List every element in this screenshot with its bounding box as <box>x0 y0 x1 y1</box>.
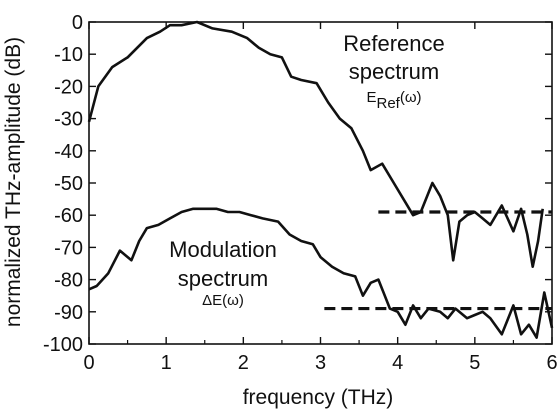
y-tick-label: -40 <box>54 141 83 163</box>
annotation-reference-omega: (ω) <box>400 89 422 106</box>
y-tick-label: -60 <box>54 205 83 227</box>
axis-layer: 0 1 2 3 4 5 6 0 -10 -20 -30 -40 -50 -60 -70 -80 -90 -100 <box>43 12 558 374</box>
annotation-modulation-line2: spectrum <box>178 266 268 291</box>
y-tick-label: -30 <box>54 109 83 131</box>
x-tick-label: 4 <box>392 352 403 374</box>
y-tick-label: -90 <box>54 302 83 324</box>
y-tick-label: -10 <box>54 44 83 66</box>
series-line-1 <box>88 207 554 339</box>
annotation-reference-spectrum: Reference spectrum ERef(ω) <box>343 31 445 112</box>
x-tick-label: 5 <box>469 352 480 374</box>
x-axis-title: frequency (THz) <box>243 386 394 409</box>
annotation-modulation-line1: Modulation <box>169 237 277 262</box>
y-tick-label: 0 <box>72 12 83 34</box>
plot-frame <box>88 21 553 345</box>
y-tick-label: -20 <box>54 76 83 98</box>
annotation-reference-e: E <box>366 89 376 106</box>
y-tick-label: -100 <box>43 334 83 356</box>
series-line-0 <box>87 20 544 268</box>
x-tick-label: 3 <box>315 352 326 374</box>
annotation-reference-subscript: Ref <box>376 95 400 112</box>
y-axis-title: normalized THz-amplitude (dB) <box>2 37 25 327</box>
x-tick-label: 0 <box>83 352 94 374</box>
annotation-reference-line2: spectrum <box>349 59 439 84</box>
annotation-reference-symbol: ERef(ω) <box>366 89 421 112</box>
plot-layer <box>87 20 554 339</box>
x-tick-label: 6 <box>546 352 557 374</box>
annotation-reference-line1: Reference <box>343 31 445 56</box>
y-tick-label: -70 <box>54 237 83 259</box>
y-tick-label: -80 <box>54 270 83 292</box>
annotation-modulation-symbol: ΔE(ω) <box>202 292 244 309</box>
annotation-modulation-spectrum: Modulation spectrum ΔE(ω) <box>169 237 277 309</box>
x-tick-label: 1 <box>161 352 172 374</box>
y-tick-label: -50 <box>54 173 83 195</box>
x-tick-label: 2 <box>238 352 249 374</box>
